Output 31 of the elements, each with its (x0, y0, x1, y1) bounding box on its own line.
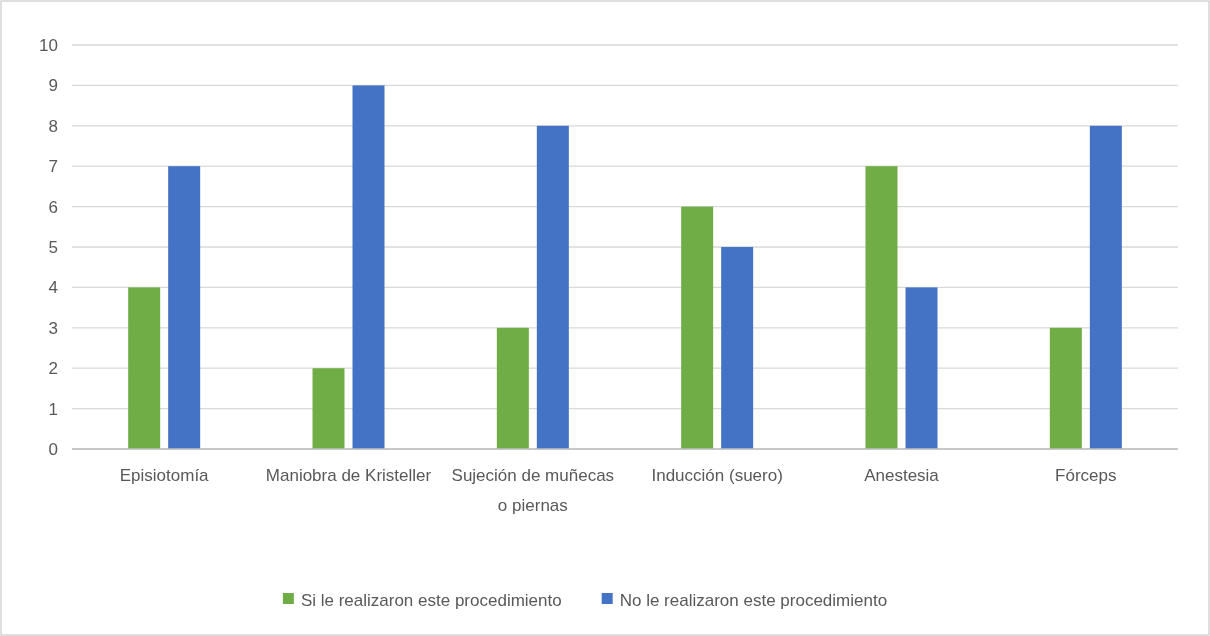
bar (905, 287, 938, 449)
y-tick-label: 9 (48, 76, 58, 96)
x-tick-label: Inducción (suero) (651, 466, 783, 485)
y-tick-label: 0 (48, 439, 58, 459)
y-tick-label: 1 (48, 399, 58, 419)
bar (865, 166, 898, 449)
x-tick-label: Episiotomía (119, 466, 210, 485)
bar (721, 247, 754, 449)
legend-label: Si le realizaron este procedimiento (300, 590, 562, 610)
legend-label: No le realizaron este procedimiento (619, 590, 888, 610)
bar (1089, 125, 1122, 449)
y-tick-label: 3 (48, 318, 58, 338)
bar (681, 206, 714, 449)
bar (312, 368, 345, 449)
x-tick-label: Anestesia (864, 466, 940, 485)
bar (1049, 327, 1082, 449)
x-tick-label: Sujeción de muñecas o piernas (451, 466, 615, 515)
y-tick-label: 2 (48, 359, 58, 379)
y-tick-label: 8 (48, 116, 58, 136)
y-tick-label: 7 (48, 157, 58, 177)
bar (128, 287, 161, 449)
x-tick-label: Fórceps (1055, 466, 1117, 485)
y-tick-label: 4 (48, 278, 58, 298)
bar (496, 327, 529, 449)
x-tick-label: Maniobra de Kristeller (265, 466, 432, 485)
y-tick-label: 6 (48, 197, 58, 217)
bar (352, 85, 385, 449)
bar (168, 166, 201, 449)
y-tick-label: 5 (48, 237, 58, 257)
bar (536, 125, 569, 449)
y-tick-label: 10 (39, 35, 58, 55)
